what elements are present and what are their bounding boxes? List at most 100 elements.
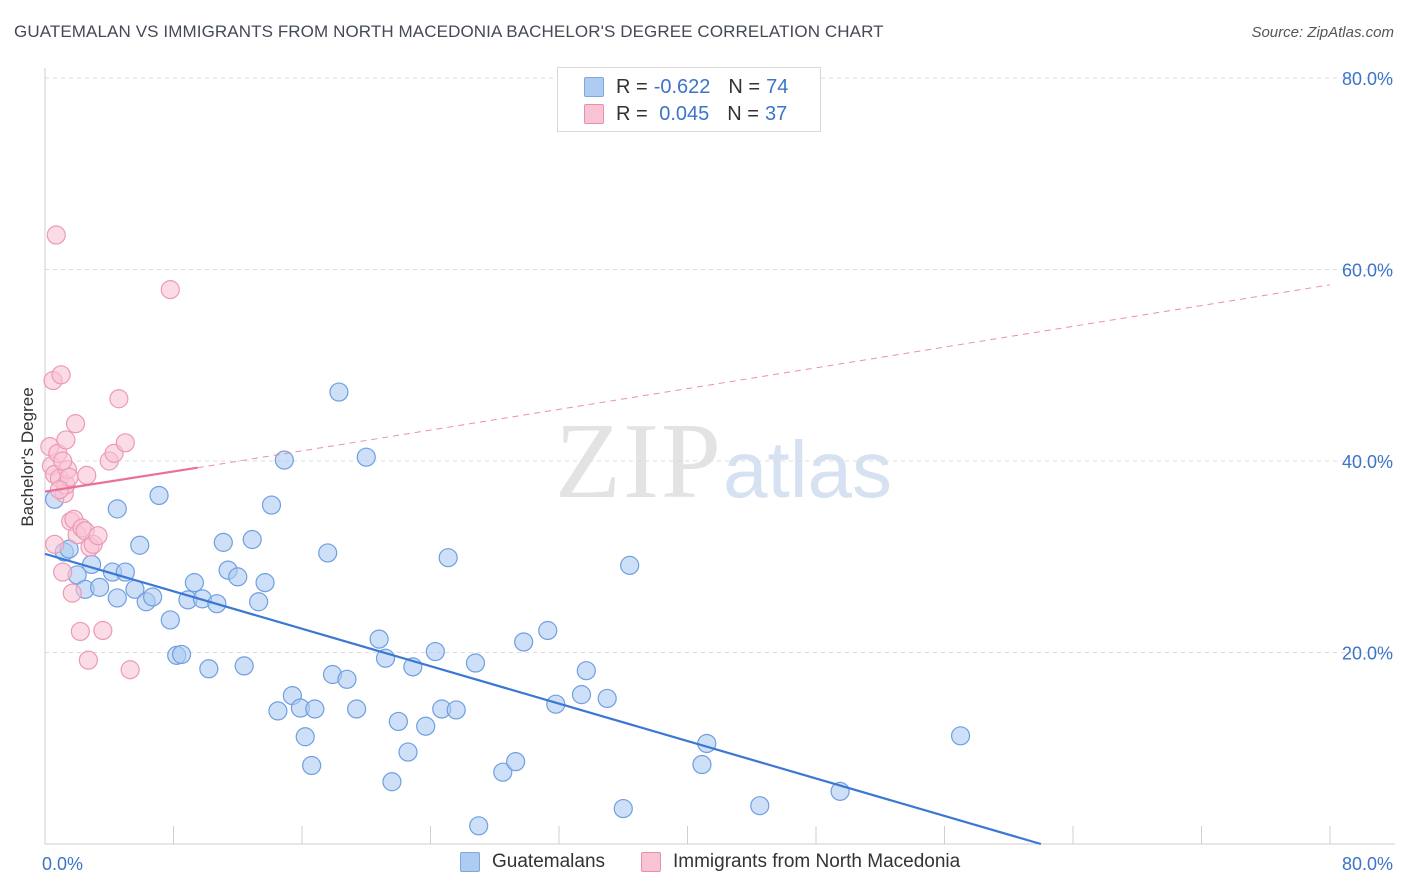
guatemalans-trendline — [44, 552, 1042, 846]
legend-r-label: R = — [616, 75, 648, 98]
y-tick-label: 60.0% — [1342, 261, 1393, 281]
bottom-legend-north-macedonia: Immigrants from North Macedonia — [641, 851, 960, 873]
guatemalans-point — [184, 573, 204, 593]
guatemalans-point — [337, 669, 357, 689]
north-macedonia-point — [88, 526, 108, 546]
guatemalans-point — [268, 701, 288, 721]
north-macedonia-point — [56, 430, 76, 450]
guatemalans-point — [318, 543, 338, 563]
north-macedonia-point — [120, 660, 140, 680]
guatemalans-point — [506, 752, 526, 772]
guatemalans-point — [255, 573, 275, 593]
guatemalans-point — [81, 554, 102, 575]
guatemalans-point — [692, 754, 712, 775]
guatemalans-point — [107, 499, 127, 519]
north-macedonia-point — [51, 365, 71, 385]
guatemalans-point — [382, 772, 402, 792]
north-macedonia-trendline-extension — [197, 284, 1331, 469]
guatemalans-point — [576, 661, 596, 681]
guatemalans-point — [160, 610, 180, 630]
guatemalans-point — [538, 620, 558, 641]
north-macedonia-point — [160, 280, 180, 300]
guatemalans-point — [493, 762, 513, 782]
guatemalans-point — [446, 700, 466, 720]
y-tick-label: 20.0% — [1342, 644, 1393, 664]
guatemalans-point — [465, 653, 486, 673]
guatemalans-point — [469, 816, 489, 836]
legend-swatch-guatemalans — [584, 77, 604, 97]
guatemalans-point — [149, 485, 169, 506]
guatemalans-point — [438, 548, 458, 568]
guatemalans-point — [249, 592, 269, 612]
north-macedonia-point — [109, 389, 129, 409]
guatemalans-point — [143, 587, 163, 607]
guatemalans-point — [416, 716, 436, 736]
source-label: Source: ZipAtlas.com — [1251, 24, 1394, 41]
legend-r-value: -0.622 — [653, 75, 711, 98]
legend-r-label: R = — [616, 102, 648, 125]
chart-title: GUATEMALAN VS IMMIGRANTS FROM NORTH MACE… — [14, 22, 884, 41]
guatemalans-point — [234, 656, 254, 676]
legend-n-label: N = — [728, 75, 761, 98]
correlation-legend: R = -0.622 N = 74 R = 0.045 N = 37 — [557, 67, 821, 132]
guatemalans-point — [274, 450, 294, 470]
guatemalans-point — [347, 699, 367, 719]
legend-n-value: 74 — [766, 75, 789, 98]
guatemalans-point — [329, 382, 349, 402]
legend-n-value: 37 — [764, 102, 788, 125]
north-macedonia-point — [46, 225, 66, 245]
legend-r-value: 0.045 — [653, 102, 710, 125]
x-tick-label: 80.0% — [1342, 854, 1393, 874]
guatemalans-point — [425, 641, 445, 662]
watermark-atlas: atlas — [723, 425, 892, 514]
north-macedonia-point — [62, 583, 82, 603]
guatemalans-point — [388, 711, 408, 732]
guatemalans-point — [613, 798, 633, 819]
bottom-legend-swatch-guatemalans — [460, 852, 480, 872]
north-macedonia-point — [115, 433, 135, 453]
x-tick-label: 0.0% — [42, 854, 83, 874]
y-axis-label: Bachelor's Degree — [18, 387, 37, 526]
bottom-legend-guatemalans: Guatemalans — [460, 851, 605, 873]
legend-row-north-macedonia: R = 0.045 N = 37 — [584, 101, 787, 127]
guatemalans-point — [356, 447, 376, 467]
legend-swatch-north-macedonia — [584, 104, 604, 124]
north-macedonia-point — [77, 465, 97, 485]
guatemalans-point — [398, 742, 418, 762]
guatemalans-point — [261, 495, 282, 515]
guatemalans-point — [750, 796, 770, 816]
guatemalans-point — [90, 577, 110, 597]
guatemalans-point — [597, 688, 617, 709]
bottom-legend-label: Guatemalans — [492, 851, 606, 872]
north-macedonia-point — [53, 451, 73, 471]
guatemalans-point — [302, 755, 322, 776]
guatemalans-point — [369, 629, 389, 649]
y-tick-label: 80.0% — [1342, 69, 1393, 89]
guatemalans-point — [514, 632, 534, 652]
north-macedonia-point — [70, 621, 90, 642]
y-tick-label: 40.0% — [1342, 452, 1393, 472]
guatemalans-point — [171, 644, 192, 665]
guatemalans-point — [107, 588, 127, 608]
guatemalans-point — [199, 659, 219, 679]
guatemalans-point — [950, 726, 971, 746]
guatemalans-point — [213, 532, 233, 552]
guatemalans-point — [228, 567, 248, 587]
legend-n-label: N = — [727, 102, 759, 125]
bottom-legend-swatch-north-macedonia — [641, 852, 661, 872]
guatemalans-point — [130, 535, 150, 555]
legend-row-guatemalans: R = -0.622 N = 74 — [584, 74, 788, 100]
guatemalans-point — [295, 727, 315, 747]
guatemalans-point — [697, 733, 717, 754]
north-macedonia-trendline — [44, 466, 198, 493]
north-macedonia-point — [93, 620, 113, 641]
guatemalans-point — [571, 685, 592, 705]
bottom-legend-label: Immigrants from North Macedonia — [673, 851, 961, 872]
north-macedonia-point — [45, 534, 65, 554]
north-macedonia-point — [65, 414, 86, 434]
guatemalans-point — [620, 555, 640, 575]
guatemalans-point — [305, 699, 325, 719]
guatemalans-point — [242, 529, 262, 550]
north-macedonia-point — [53, 562, 73, 582]
